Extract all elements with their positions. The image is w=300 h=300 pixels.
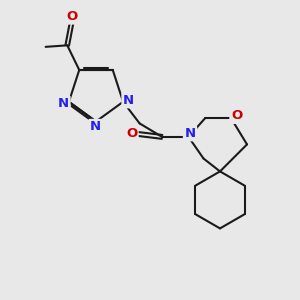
Text: O: O: [126, 128, 137, 140]
Text: O: O: [231, 110, 242, 122]
Text: N: N: [184, 127, 196, 140]
Text: N: N: [58, 97, 69, 110]
Text: N: N: [90, 120, 101, 134]
Text: O: O: [66, 10, 77, 23]
Text: N: N: [123, 94, 134, 107]
